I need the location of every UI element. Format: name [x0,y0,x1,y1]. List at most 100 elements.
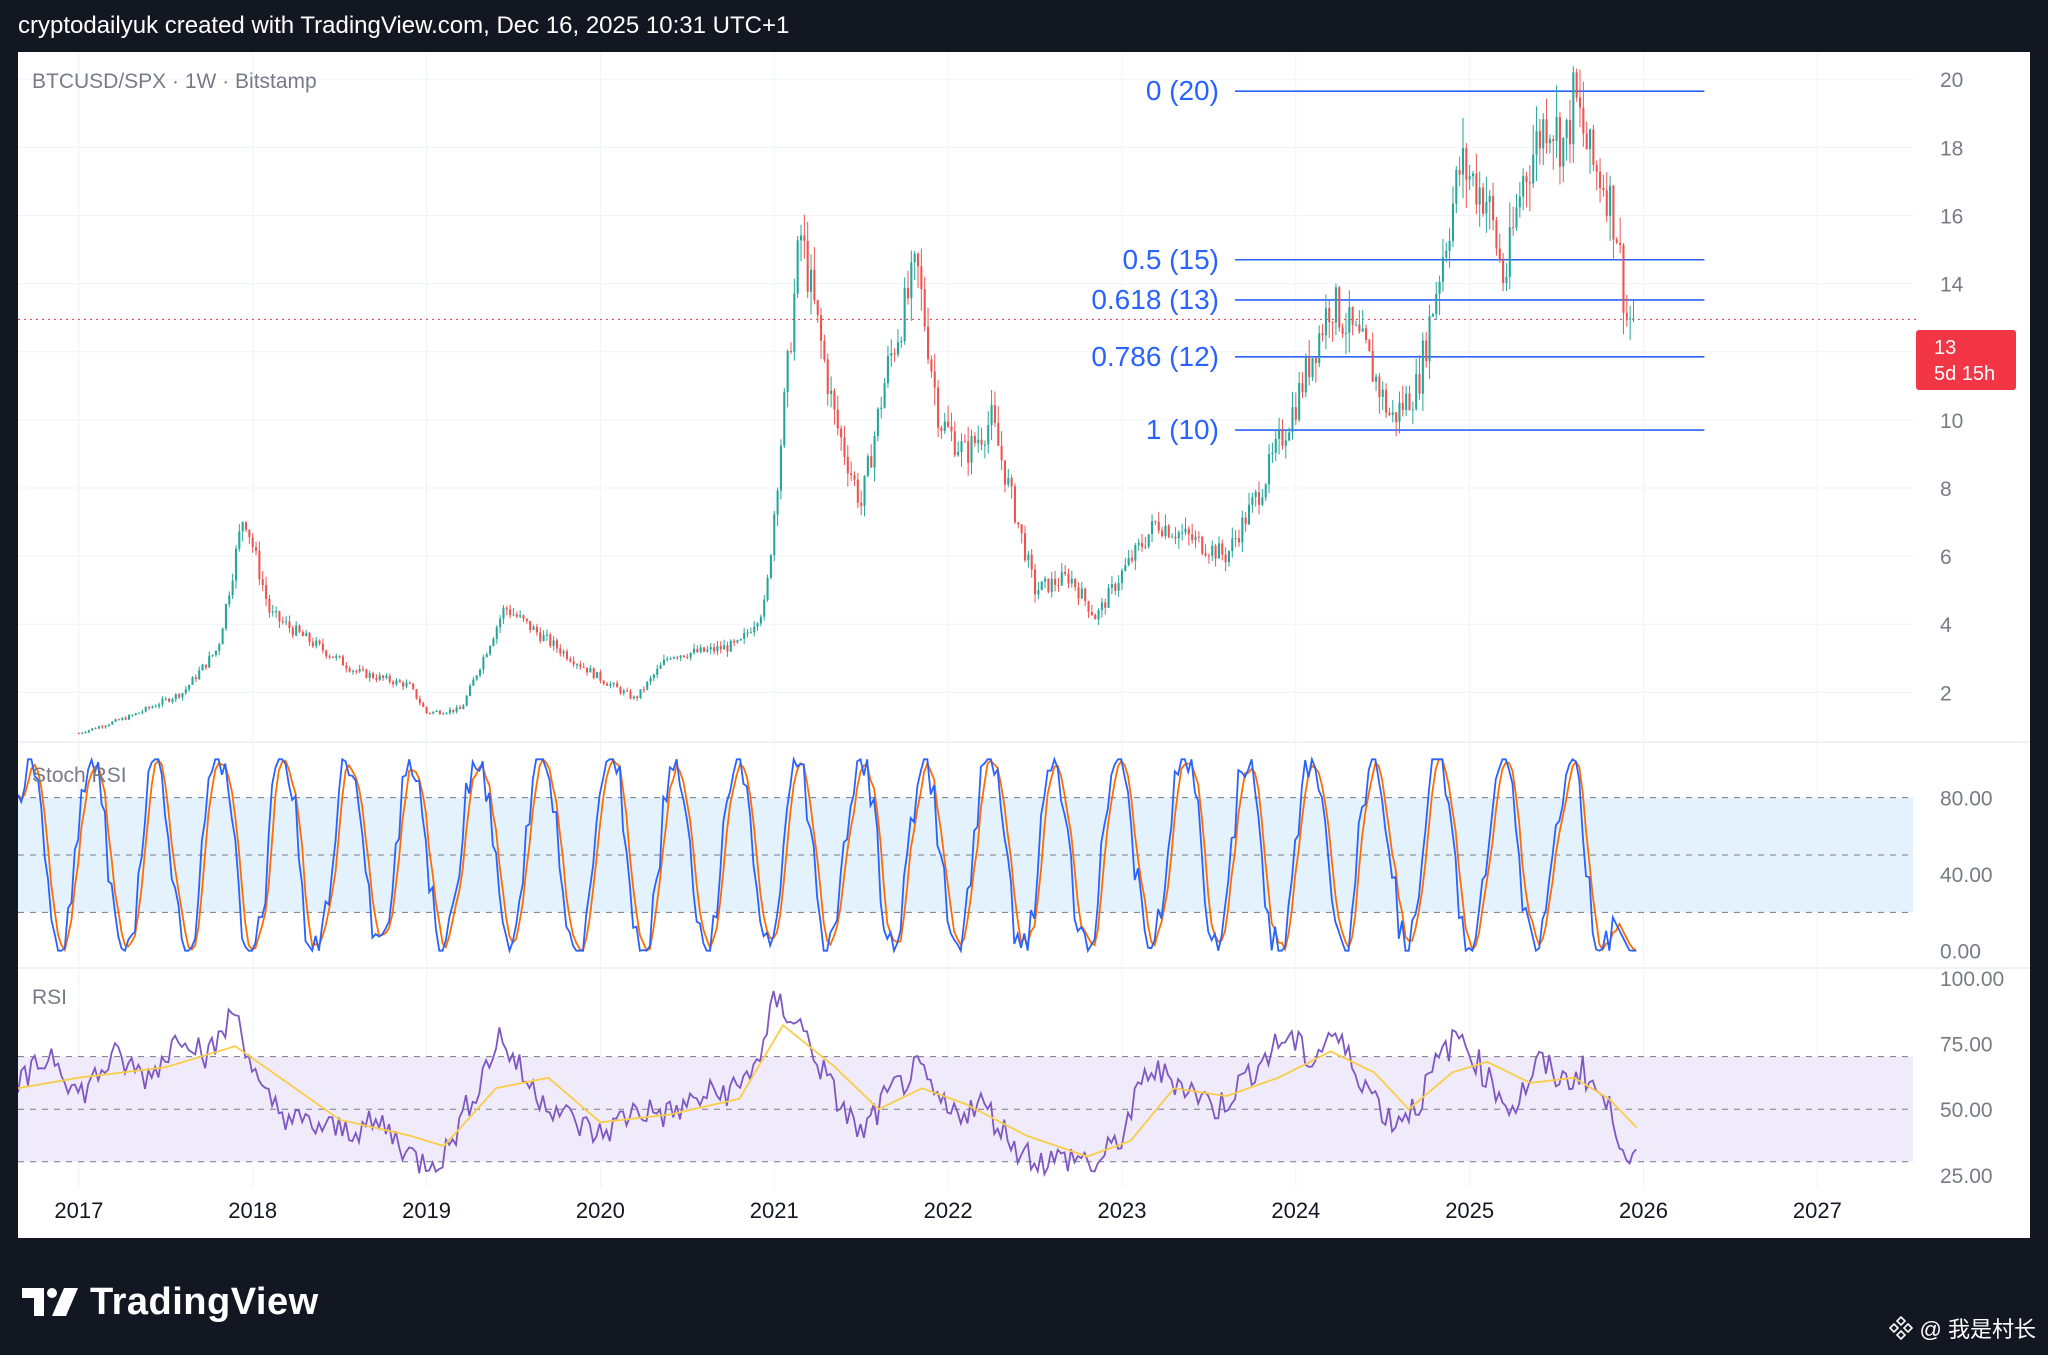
candle-body [1555,117,1558,142]
candle-body [947,421,950,427]
candle-body [144,707,147,712]
candle-body [178,694,181,698]
candle-body [746,632,749,634]
candle-body [1458,169,1461,175]
candle-body [1471,173,1475,177]
candle-body [345,665,348,669]
candle-body [910,262,913,299]
candle-body [549,634,552,646]
candle-body [1451,203,1454,241]
candle-body [1204,553,1207,556]
candle-body [609,684,612,686]
candle-body [846,456,849,474]
candle-body [1568,120,1572,145]
candle-body [1485,202,1488,214]
candle-body [1234,538,1237,540]
candle-body [676,657,679,659]
candle-body [1167,525,1170,538]
candle-body [305,633,308,637]
candle-body [723,645,726,650]
stoch-tick-label: 80.00 [1940,788,1993,811]
tradingview-logo[interactable]: TradingView [20,1278,319,1326]
candle-body [218,644,221,651]
candle-body [616,683,619,688]
candle-body [656,668,659,675]
candle-body [1415,374,1418,410]
candle-body [1214,545,1217,559]
candle-body [1237,538,1241,543]
price-tick-label: 10 [1940,410,1963,433]
candle-body [753,626,756,633]
candle-body [1154,521,1157,523]
candle-body [763,599,766,617]
candle-body [1050,578,1053,592]
candle-body [743,633,746,640]
chart-canvas[interactable]: 0 (20) 0.5 (15) 0.618 (13) 0.786 (12) 1 (10)… [18,52,2030,1238]
candle-body [1338,287,1341,328]
candle-body [1592,129,1595,165]
candle-body [519,615,522,617]
candle-body [174,694,177,700]
tradingview-logo-icon [22,1288,78,1316]
candle-body [1515,207,1518,228]
candle-body [1211,545,1214,556]
candle-body [669,658,672,660]
candle-body [1288,432,1291,441]
candle-body [1512,227,1515,229]
fib-level-label: 0.786 (12) [1091,341,1219,372]
candle-body [980,439,983,445]
candle-body [539,632,542,642]
candle-body [1612,185,1615,240]
candle-body [1027,554,1030,561]
candle-body [1301,383,1304,393]
candle-body [833,390,836,410]
candle-body [823,340,826,360]
candle-body [1441,257,1444,282]
candle-body [913,253,916,263]
candle-body [626,690,629,692]
candle-body [448,709,451,713]
candle-body [258,550,261,580]
candle-body [1629,318,1632,320]
candle-body [1609,185,1612,216]
stoch-rsi-label: Stoch RSI [32,764,127,787]
candle-body [1120,570,1124,584]
candle-body [114,719,117,722]
candle-body [1251,497,1254,505]
candle-body [298,625,301,632]
candle-body [575,664,579,666]
rsi-label: RSI [32,986,67,1009]
candle-body [830,390,833,394]
candle-body [1378,376,1381,397]
candle-body [1037,590,1040,595]
candle-body [1044,578,1047,582]
candle-body [301,631,304,637]
candle-body [455,707,458,712]
candle-body [468,685,472,696]
x-tick-label: 2019 [402,1198,451,1223]
candle-body [1074,578,1077,588]
candle-body [1562,138,1565,167]
candle-body [1528,182,1531,184]
candle-body [666,658,669,660]
candle-body [1130,557,1134,561]
candle-body [813,269,816,301]
candle-body [104,725,107,728]
candle-body [686,656,689,658]
candle-body [876,408,879,437]
candle-body [137,712,141,714]
candle-body [532,626,535,630]
candle-body [211,654,214,656]
candle-body [1298,383,1301,420]
candle-body [184,689,187,694]
candle-body [1224,554,1227,563]
candle-body [1375,376,1378,382]
candle-body [783,392,786,446]
candle-body [244,522,248,530]
candle-body [1144,546,1147,548]
candle-body [1411,409,1414,411]
candle-body [1258,492,1261,505]
candle-body [1632,318,1635,320]
candle-body [937,387,940,428]
candle-body [1595,164,1598,172]
